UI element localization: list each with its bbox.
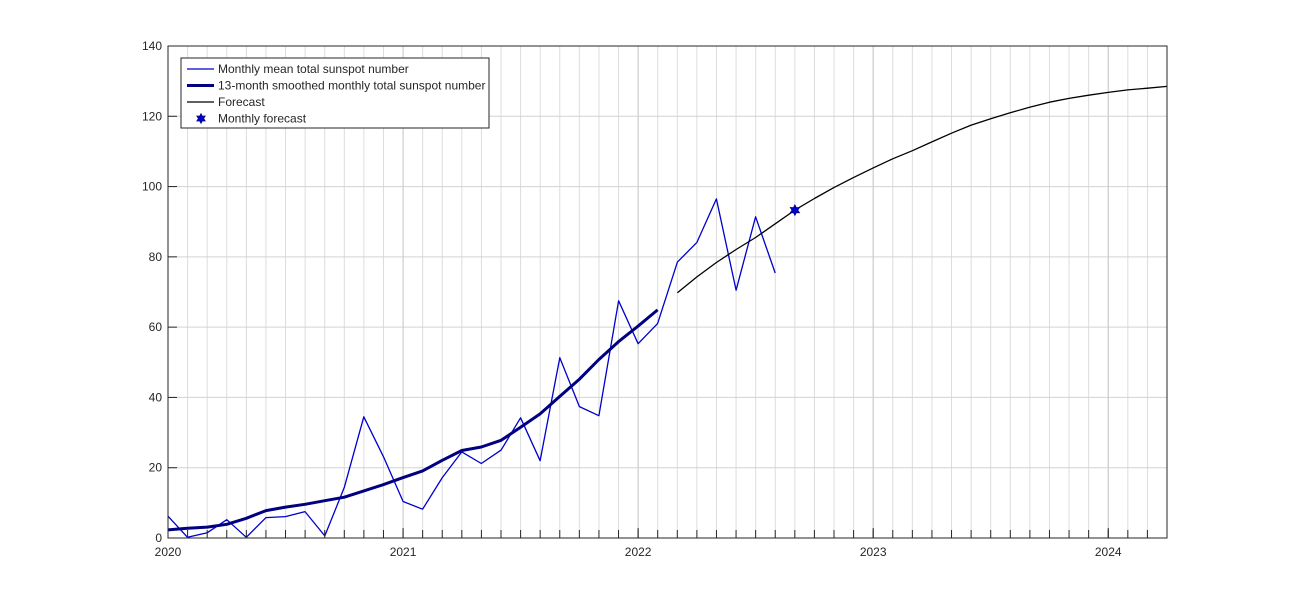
legend-label: Forecast <box>218 95 265 109</box>
monthly-forecast-marker <box>789 203 801 217</box>
legend-label: 13-month smoothed monthly total sunspot … <box>218 79 485 93</box>
y-tick-label: 60 <box>149 320 163 334</box>
forecast-line <box>676 85 1168 294</box>
smoothed-line <box>167 308 659 532</box>
monthly-mean-line <box>167 198 776 538</box>
x-tick-label: 2023 <box>860 545 887 559</box>
y-tick-label: 0 <box>155 531 162 545</box>
y-tick-label: 120 <box>142 109 162 123</box>
axes-box <box>167 45 1168 539</box>
y-tick-label: 100 <box>142 180 162 194</box>
y-tick-label: 80 <box>149 250 163 264</box>
series-layer <box>167 85 1168 538</box>
legend-label: Monthly forecast <box>218 112 307 126</box>
y-tick-labels: 0 20 40 60 80 100 120 140 <box>142 39 162 545</box>
legend-marker-star <box>196 112 206 125</box>
legend-box <box>180 57 490 129</box>
legend-label: Monthly mean total sunspot number <box>218 62 409 76</box>
axis-ticks <box>167 45 1148 539</box>
x-tick-label: 2021 <box>390 545 417 559</box>
x-tick-label: 2020 <box>155 545 182 559</box>
legend: Monthly mean total sunspot number 13-mont… <box>180 57 490 129</box>
x-tick-labels: 2020 2021 2022 2023 2024 <box>155 545 1122 559</box>
x-tick-label: 2022 <box>625 545 652 559</box>
y-tick-label: 40 <box>149 390 163 404</box>
y-tick-label: 140 <box>142 39 162 53</box>
x-tick-label: 2024 <box>1095 545 1122 559</box>
y-tick-label: 20 <box>149 461 163 475</box>
